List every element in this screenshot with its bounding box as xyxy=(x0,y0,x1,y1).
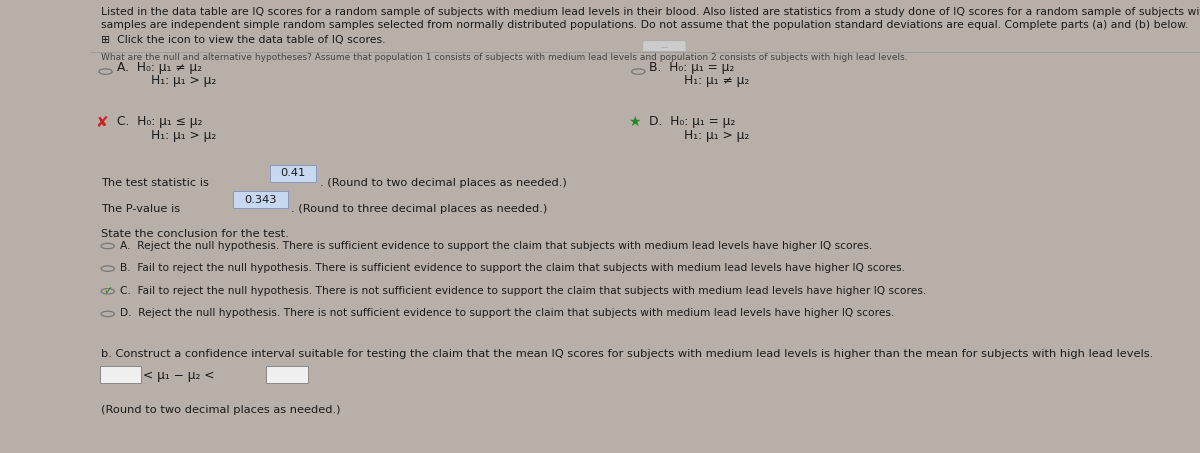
Text: . (Round to three decimal places as needed.): . (Round to three decimal places as need… xyxy=(290,204,547,214)
Text: D.  Reject the null hypothesis. There is not sufficient evidence to support the : D. Reject the null hypothesis. There is … xyxy=(120,308,894,318)
FancyBboxPatch shape xyxy=(270,165,317,182)
Text: The P-value is: The P-value is xyxy=(101,204,184,214)
FancyBboxPatch shape xyxy=(266,366,307,383)
Text: H₁: μ₁ > μ₂: H₁: μ₁ > μ₂ xyxy=(684,129,749,142)
Text: b. Construct a confidence interval suitable for testing the claim that the mean : b. Construct a confidence interval suita… xyxy=(101,349,1153,359)
Text: 0.343: 0.343 xyxy=(244,194,277,205)
Text: 0.41: 0.41 xyxy=(281,168,306,178)
Text: What are the null and alternative hypotheses? Assume that population 1 consists : What are the null and alternative hypoth… xyxy=(101,53,907,63)
Text: C.  Fail to reject the null hypothesis. There is not sufficient evidence to supp: C. Fail to reject the null hypothesis. T… xyxy=(120,286,926,296)
Text: ⊞  Click the icon to view the data table of IQ scores.: ⊞ Click the icon to view the data table … xyxy=(101,35,385,45)
Text: < μ₁ − μ₂ <: < μ₁ − μ₂ < xyxy=(143,369,215,381)
Text: A.  H₀: μ₁ ≠ μ₂: A. H₀: μ₁ ≠ μ₂ xyxy=(116,61,202,74)
FancyBboxPatch shape xyxy=(100,366,142,383)
Text: Listed in the data table are IQ scores for a random sample of subjects with medi: Listed in the data table are IQ scores f… xyxy=(101,7,1200,17)
Text: B.  H₀: μ₁ = μ₂: B. H₀: μ₁ = μ₂ xyxy=(649,61,734,74)
Text: H₁: μ₁ > μ₂: H₁: μ₁ > μ₂ xyxy=(151,74,216,87)
Text: . (Round to two decimal places as needed.): . (Round to two decimal places as needed… xyxy=(319,178,566,188)
Text: D.  H₀: μ₁ = μ₂: D. H₀: μ₁ = μ₂ xyxy=(649,115,736,128)
Text: ★: ★ xyxy=(628,116,640,129)
FancyBboxPatch shape xyxy=(643,41,686,52)
Text: (Round to two decimal places as needed.): (Round to two decimal places as needed.) xyxy=(101,405,341,415)
Text: B.  Fail to reject the null hypothesis. There is sufficient evidence to support : B. Fail to reject the null hypothesis. T… xyxy=(120,263,905,273)
Text: samples are independent simple random samples selected from normally distributed: samples are independent simple random sa… xyxy=(101,20,1188,30)
FancyBboxPatch shape xyxy=(233,191,288,208)
Text: ....: .... xyxy=(660,43,668,49)
Text: The test statistic is: The test statistic is xyxy=(101,178,212,188)
Text: H₁: μ₁ > μ₂: H₁: μ₁ > μ₂ xyxy=(151,129,216,142)
Text: H₁: μ₁ ≠ μ₂: H₁: μ₁ ≠ μ₂ xyxy=(684,74,749,87)
Text: ✘: ✘ xyxy=(95,115,108,130)
Text: ✓: ✓ xyxy=(103,286,113,296)
Text: A.  Reject the null hypothesis. There is sufficient evidence to support the clai: A. Reject the null hypothesis. There is … xyxy=(120,241,872,251)
Text: C.  H₀: μ₁ ≤ μ₂: C. H₀: μ₁ ≤ μ₂ xyxy=(116,115,202,128)
Text: State the conclusion for the test.: State the conclusion for the test. xyxy=(101,229,289,239)
